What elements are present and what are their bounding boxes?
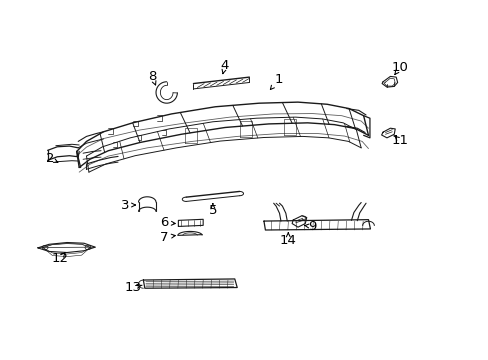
Text: 9: 9 — [308, 220, 316, 233]
Text: 14: 14 — [279, 234, 296, 247]
Text: 12: 12 — [51, 252, 68, 265]
Text: 2: 2 — [46, 152, 54, 165]
Text: 10: 10 — [391, 61, 407, 74]
Text: 6: 6 — [160, 216, 168, 229]
Text: 4: 4 — [221, 59, 229, 72]
Text: 13: 13 — [124, 281, 141, 294]
Text: 7: 7 — [160, 231, 168, 244]
Text: 3: 3 — [121, 198, 129, 212]
Text: 5: 5 — [208, 204, 217, 217]
Text: 1: 1 — [274, 73, 282, 86]
Text: 11: 11 — [391, 134, 408, 147]
Text: 8: 8 — [148, 70, 156, 83]
